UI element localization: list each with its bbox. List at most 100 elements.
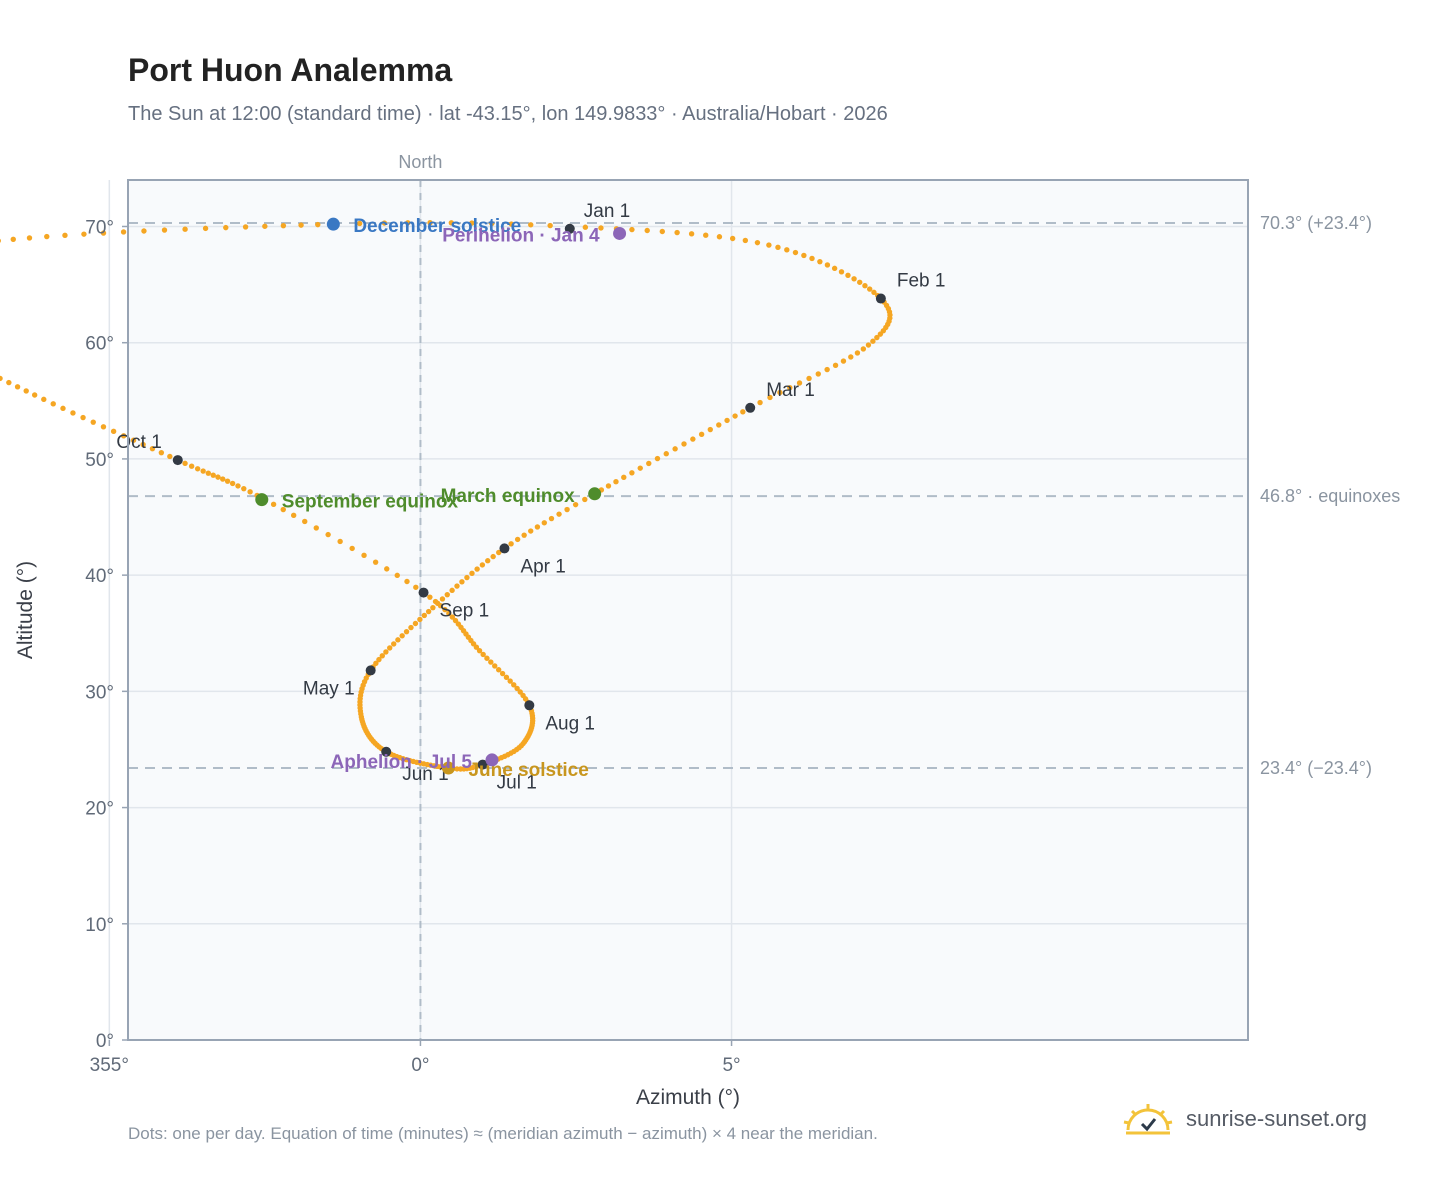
daily-sun-dot — [838, 269, 845, 275]
month-marker — [564, 223, 575, 234]
daily-sun-dot — [242, 224, 249, 230]
brand[interactable]: sunrise-sunset.org — [1122, 1102, 1367, 1136]
daily-sun-dot — [766, 242, 772, 248]
x-tick-label: 355° — [90, 1055, 129, 1076]
daily-sun-dot — [110, 428, 117, 435]
y-tick-label: 70° — [85, 217, 114, 238]
y-axis-title: Altitude (°) — [14, 561, 37, 659]
daily-sun-dot — [815, 371, 821, 377]
daily-sun-dot — [220, 476, 226, 482]
daily-sun-dot — [629, 226, 635, 233]
daily-sun-dot — [801, 252, 807, 259]
month-marker — [418, 587, 429, 598]
daily-sun-dot — [582, 496, 588, 503]
chart-title: Port Huon Analemma — [128, 52, 453, 88]
x-tick-label: 0° — [411, 1055, 429, 1076]
month-marker — [365, 665, 376, 676]
daily-sun-dot — [437, 602, 444, 609]
month-label: Feb 1 — [897, 271, 946, 292]
daily-sun-dot — [854, 350, 861, 356]
daily-sun-dot — [866, 286, 873, 292]
daily-sun-dot — [81, 231, 87, 237]
month-label: Jan 1 — [584, 201, 630, 222]
daily-sun-dot — [376, 656, 382, 663]
event-label: Aphelion · Jul 5 — [331, 752, 473, 773]
y-tick-label: 10° — [85, 915, 114, 936]
daily-sun-dot — [391, 641, 397, 647]
daily-sun-dot — [395, 637, 401, 643]
daily-sun-dot — [379, 653, 385, 659]
daily-sun-dot — [809, 255, 815, 262]
daily-sun-dot — [31, 392, 38, 398]
daily-sun-dot — [598, 225, 604, 231]
daily-sun-dot — [582, 224, 589, 230]
daily-sun-dot — [605, 483, 612, 489]
daily-sun-dot — [202, 225, 209, 232]
daily-sun-dot — [469, 220, 475, 226]
daily-sun-dot — [210, 472, 216, 478]
daily-sun-dot — [787, 384, 793, 391]
daily-sun-dot — [674, 229, 680, 236]
daily-sun-dot — [130, 437, 137, 443]
daily-sun-dot — [44, 233, 50, 240]
daily-sun-dot — [158, 449, 165, 456]
daily-sun-dot — [413, 584, 419, 590]
month-label: Sep 1 — [440, 601, 490, 622]
daily-sun-dot — [690, 436, 696, 442]
daily-sun-dot — [688, 231, 695, 237]
daily-sun-dot — [383, 649, 389, 655]
daily-sun-dot — [646, 460, 652, 467]
y-tick-label: 20° — [85, 799, 114, 820]
daily-sun-dot — [724, 417, 730, 424]
daily-sun-dot — [672, 446, 678, 452]
daily-sun-dot — [464, 574, 470, 581]
daily-sun-dot — [229, 480, 236, 487]
plot-frame — [127, 179, 1249, 1041]
brand-name: sunrise-sunset.org — [1186, 1106, 1367, 1131]
daily-sun-dot — [444, 591, 450, 598]
reference-line-label: 70.3° (+23.4°) — [1260, 213, 1372, 233]
event-label: June solstice — [468, 760, 588, 781]
daily-sun-dot — [663, 451, 669, 457]
daily-sun-dot — [469, 570, 475, 576]
daily-sun-dot — [10, 236, 16, 242]
daily-sun-dot — [454, 583, 460, 589]
daily-sun-dot — [716, 422, 722, 428]
daily-sun-dot — [534, 524, 541, 530]
daily-sun-dot — [403, 628, 410, 635]
daily-sun-dot — [432, 598, 439, 605]
daily-sun-dot — [0, 238, 1, 243]
month-label: Oct 1 — [116, 432, 161, 453]
event-label: Perihelion · Jan 4 — [442, 225, 600, 246]
daily-sun-dot — [421, 612, 428, 619]
daily-sun-dot — [349, 545, 355, 552]
daily-sun-dot — [511, 682, 517, 688]
daily-sun-dot — [90, 419, 96, 425]
daily-sun-dot — [315, 221, 321, 228]
reference-line-label: 23.4° (−23.4°) — [1260, 758, 1372, 778]
daily-sun-dot — [60, 405, 66, 412]
month-label: Jul 1 — [497, 773, 537, 794]
daily-sun-dot — [215, 474, 221, 480]
daily-sun-dot — [796, 380, 803, 386]
daily-sun-dot — [387, 645, 393, 651]
daily-sun-dot — [492, 663, 498, 669]
daily-sun-dot — [824, 262, 831, 268]
daily-sun-dot — [775, 244, 781, 251]
y-tick-label: 50° — [85, 450, 114, 471]
daily-sun-dot — [528, 222, 534, 228]
daily-sun-dot — [161, 227, 168, 233]
daily-sun-dot — [399, 633, 405, 639]
daily-sun-dot — [729, 235, 736, 242]
chart-subtitle: The Sun at 12:00 (standard time) · lat -… — [128, 103, 888, 125]
x-tick-label: 5° — [722, 1055, 740, 1076]
daily-sun-dot — [629, 470, 635, 476]
footer-note: Dots: one per day. Equation of time (min… — [128, 1124, 878, 1143]
plot-area — [128, 180, 1248, 1040]
month-marker — [524, 700, 535, 711]
daily-sun-dot — [613, 479, 619, 485]
daily-sun-dot — [489, 220, 495, 227]
daily-sun-dot — [80, 414, 86, 421]
daily-sun-dot — [446, 610, 452, 617]
daily-sun-dot — [270, 501, 277, 508]
